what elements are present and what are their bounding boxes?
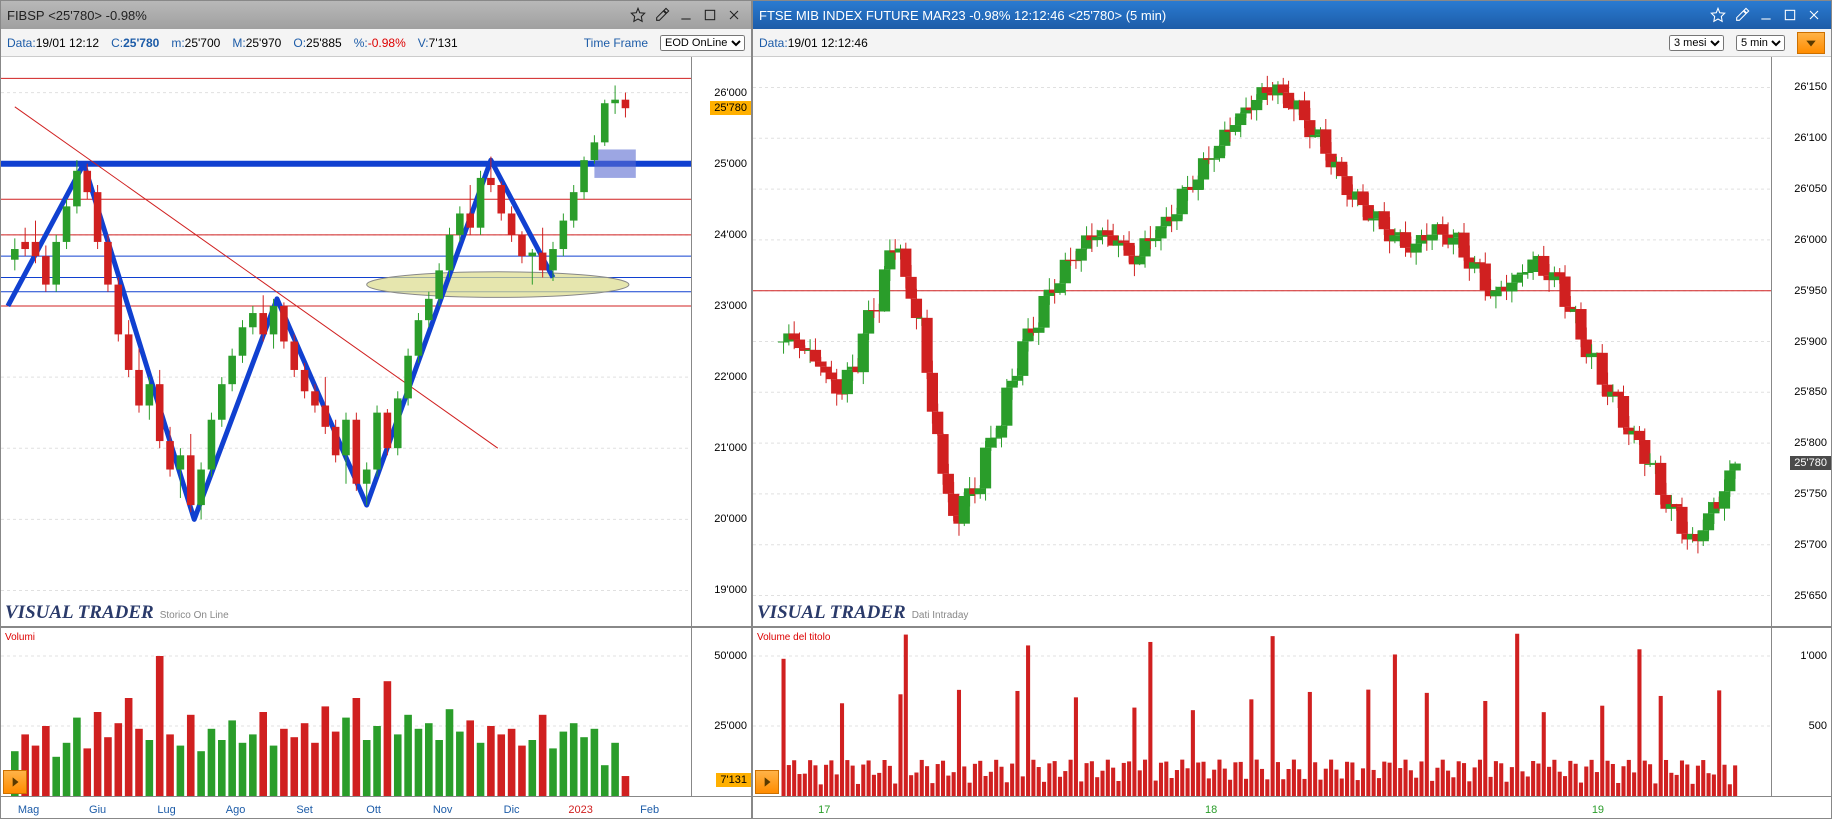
title-symbol: FIBSP <box>7 8 45 23</box>
close-icon[interactable] <box>723 4 745 26</box>
tool-icon[interactable] <box>1731 4 1753 26</box>
minimize-icon[interactable] <box>675 4 697 26</box>
range-select[interactable]: 3 mesi <box>1669 35 1724 51</box>
data-label: Data: <box>7 36 36 50</box>
maximize-icon[interactable] <box>699 4 721 26</box>
star-icon[interactable] <box>627 4 649 26</box>
data-value: 19/01 12:12 <box>36 36 99 50</box>
left-titlebar[interactable]: FIBSP <25'780> -0.98% <box>1 1 751 29</box>
left-volume-chart[interactable]: Volumi 25'00050'0007'131 <box>1 626 751 796</box>
minimize-icon[interactable] <box>1755 4 1777 26</box>
left-panel: FIBSP <25'780> -0.98% Data:19/01 12:12 C… <box>0 0 752 819</box>
left-xaxis: MagGiuLugAgoSetOttNovDic2023Feb <box>1 796 751 818</box>
star-icon[interactable] <box>1707 4 1729 26</box>
close-icon[interactable] <box>1803 4 1825 26</box>
right-xaxis: 171819 <box>753 796 1831 818</box>
right-volume-chart[interactable]: Volume del titolo 5001'000 <box>753 626 1831 796</box>
expand-down-button[interactable] <box>1797 32 1825 54</box>
timeframe-label: Time Frame <box>584 36 648 50</box>
left-infobar: Data:19/01 12:12 C:25'780 m:25'700 M:25'… <box>1 29 751 57</box>
title-text: FTSE MIB INDEX FUTURE MAR23 <box>759 8 966 23</box>
title-price: <25'780> <box>48 8 102 23</box>
expand-right-button[interactable] <box>755 770 779 794</box>
brand: VISUAL TRADERStorico On Line <box>5 602 229 624</box>
right-titlebar[interactable]: FTSE MIB INDEX FUTURE MAR23 -0.98% 12:12… <box>753 1 1831 29</box>
maximize-icon[interactable] <box>1779 4 1801 26</box>
tool-icon[interactable] <box>651 4 673 26</box>
interval-select[interactable]: 5 min <box>1736 35 1785 51</box>
title-change: -0.98% <box>106 8 147 23</box>
right-price-chart[interactable]: VISUAL TRADERDati Intraday 25'65025'7002… <box>753 57 1831 626</box>
left-price-chart[interactable]: VISUAL TRADERStorico On Line 19'00020'00… <box>1 57 751 626</box>
expand-right-button[interactable] <box>3 770 27 794</box>
right-infobar: Data:19/01 12:12:46 3 mesi 5 min <box>753 29 1831 57</box>
brand: VISUAL TRADERDati Intraday <box>757 602 968 624</box>
timeframe-select[interactable]: EOD OnLine <box>660 35 745 51</box>
right-panel: FTSE MIB INDEX FUTURE MAR23 -0.98% 12:12… <box>752 0 1832 819</box>
